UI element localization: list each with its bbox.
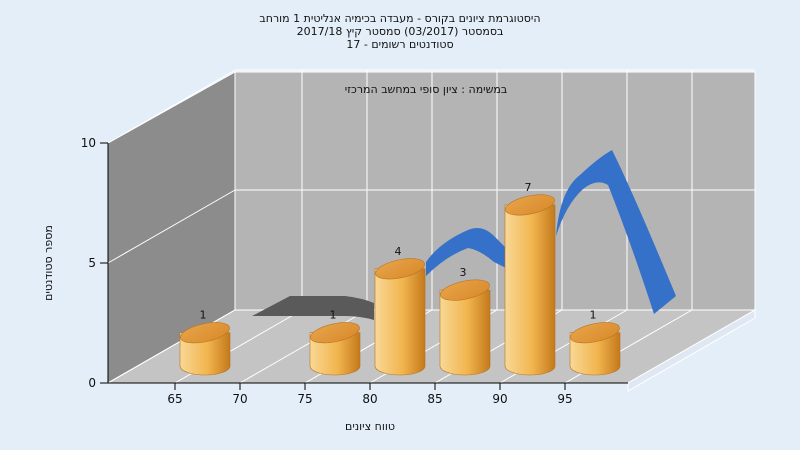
bar-body <box>504 204 556 376</box>
y-tick-label: 10 <box>81 136 96 150</box>
bar-value-label: 4 <box>395 245 402 258</box>
x-tick-label: 95 <box>557 392 572 406</box>
bar-value-label: 3 <box>460 266 467 279</box>
bar-body <box>179 332 231 376</box>
chart-annotation: במשימה : ציון סופי במחשב המרכזי <box>345 83 508 96</box>
bars: 1 1 4 3 7 1 <box>179 181 621 376</box>
y-tick-label: 0 <box>88 376 96 390</box>
bar: 1 <box>179 309 231 376</box>
blue-ribbon-series <box>426 150 676 314</box>
chart-title-line-2: בסמסטר (03/2017) סמסטר קיץ 2017/18 <box>297 25 504 38</box>
bar: 1 <box>309 309 361 376</box>
back-wall <box>234 71 756 311</box>
floor-front-edge <box>627 309 756 392</box>
x-tick-label: 90 <box>492 392 507 406</box>
chart-title-line-3: סטודנטים רשומים - 17 <box>346 38 453 51</box>
grid-line-left-wall <box>107 309 236 384</box>
x-ticks: 65 70 75 80 85 90 95 <box>167 383 573 406</box>
x-tick-label: 70 <box>232 392 247 406</box>
x-tick-label: 75 <box>297 392 312 406</box>
bar-top <box>440 279 490 301</box>
bar: 1 <box>569 309 621 376</box>
bar: 7 <box>504 181 556 376</box>
gray-ribbon-series <box>252 296 374 320</box>
bar-top <box>180 322 230 344</box>
x-axis-label: טווח ציונים <box>345 420 395 433</box>
bar-body <box>569 332 621 376</box>
x-tick-label: 80 <box>362 392 377 406</box>
bar-top <box>505 194 555 216</box>
bar: 3 <box>439 266 491 376</box>
bar-value-label: 1 <box>590 309 597 322</box>
bar-value-label: 1 <box>330 309 337 322</box>
bar-top <box>570 322 620 344</box>
bar-value-label: 1 <box>200 309 207 322</box>
grid-line-left-wall <box>107 189 236 264</box>
y-axis-label: מספר סטודנטים <box>42 225 55 301</box>
bar: 4 <box>374 245 426 376</box>
bar-body <box>374 268 426 376</box>
bar-top <box>375 258 425 280</box>
chart-title-line-1: היסטוגרמת ציונים בקורס - מעבדה בכימיה אנ… <box>259 12 540 25</box>
x-tick-label: 65 <box>167 392 182 406</box>
x-tick-label: 85 <box>427 392 442 406</box>
grid-line-left-wall <box>107 69 236 144</box>
bar-top <box>310 322 360 344</box>
y-tick-label: 5 <box>88 256 96 270</box>
bar-body <box>309 332 361 376</box>
bar-value-label: 7 <box>525 181 532 194</box>
y-ticks: 0 5 10 <box>81 136 108 390</box>
bar-body <box>439 289 491 376</box>
